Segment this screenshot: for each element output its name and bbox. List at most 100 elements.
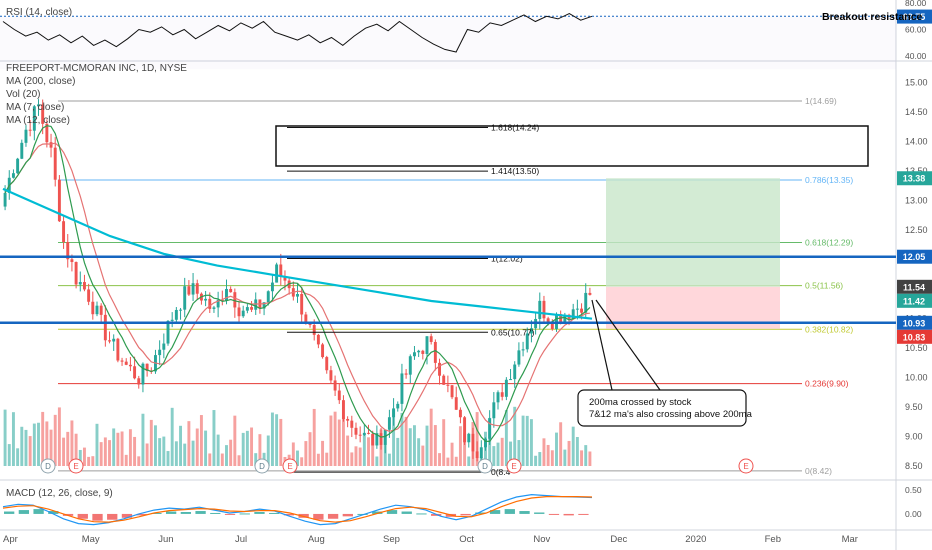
price-badge: 11.42 — [903, 296, 925, 306]
fib-level-label: 0(8.42) — [805, 466, 832, 476]
candle-body — [346, 418, 350, 421]
extension-level-label: 0(8.4 — [491, 467, 511, 477]
candle-body — [70, 259, 74, 263]
volume-bar — [53, 414, 57, 466]
candle-body — [404, 373, 408, 375]
volume-bar — [108, 440, 111, 466]
volume-bar — [433, 425, 437, 466]
volume-bar — [103, 437, 107, 466]
ma12-line — [4, 142, 590, 432]
callout-pointer-right — [595, 299, 661, 391]
ma7-line — [4, 125, 591, 443]
price-badge-bg — [897, 279, 932, 294]
macd-histogram-bar — [254, 512, 265, 514]
time-tick-label: 2020 — [685, 534, 706, 545]
candle-body — [471, 433, 475, 452]
candle-body — [408, 356, 412, 375]
volume-bar — [458, 426, 462, 466]
candle-body — [296, 293, 299, 297]
price-badge-bg — [897, 249, 932, 264]
long-position-tool[interactable] — [606, 178, 780, 329]
event-marker-label: D — [45, 462, 51, 471]
volume-bar — [166, 451, 170, 466]
fibonacci-extension[interactable]: 1.618(14.24) 1.414(13.50) 1(12.02) 0.65(10.… — [287, 122, 539, 477]
callout-box — [577, 389, 747, 427]
fib-level-label: 1(14.69) — [805, 96, 837, 106]
indicator-label-ma12[interactable]: MA (12, close) — [6, 115, 70, 126]
indicator-label-vol[interactable]: Vol (20) — [6, 89, 40, 100]
candle-body — [279, 264, 283, 277]
candle-body — [262, 302, 266, 309]
indicator-label-ma200[interactable]: MA (200, close) — [6, 76, 75, 87]
candle-body — [187, 286, 191, 295]
event-marker-label: E — [287, 462, 292, 471]
moving-average-lines — [2, 125, 593, 443]
volume-bar — [529, 419, 533, 466]
volume-bar — [463, 433, 467, 466]
candle-body — [300, 293, 304, 315]
volume-bar — [325, 452, 329, 466]
candle-body — [24, 129, 28, 143]
volume-bar — [446, 457, 450, 466]
fibonacci-retracement[interactable]: 1(14.69) 0.786(13.35) 0.618(12.29) 0.5(11.5… — [58, 96, 853, 476]
volume-bar — [212, 410, 216, 466]
volume-bar — [371, 434, 375, 466]
candle-body — [28, 129, 32, 131]
price-tick-label: 12.50 — [905, 225, 928, 235]
volume-bar — [245, 430, 249, 466]
extension-highlight-box[interactable] — [275, 125, 869, 167]
candle-body — [99, 305, 103, 315]
volume-bar — [567, 440, 571, 466]
candle-body — [492, 402, 496, 419]
price-tick-label: 10.00 — [905, 373, 928, 383]
candle-body — [454, 397, 458, 410]
candle-body — [233, 292, 237, 308]
candle-body — [584, 292, 588, 313]
macd-histogram-bar — [283, 513, 295, 516]
volume-bar — [270, 412, 274, 466]
candle-body — [183, 286, 187, 310]
candle-body — [496, 392, 500, 403]
candle-body — [57, 179, 61, 222]
candle-body — [108, 340, 111, 342]
rsi-label[interactable]: RSI (14, close) — [6, 7, 72, 18]
fib-level-label: 0.618(12.29) — [805, 238, 853, 248]
volume-bar — [16, 448, 20, 466]
macd-histogram-bar — [342, 513, 353, 517]
candle-body — [120, 360, 124, 362]
candle-body — [321, 344, 325, 358]
volume-bar — [179, 425, 182, 466]
price-tick-label: 9.50 — [905, 402, 923, 412]
candle-body — [158, 349, 162, 356]
callout[interactable]: 200ma crossed by stock 7&12 ma's also cr… — [577, 299, 753, 427]
candle-body — [504, 379, 508, 397]
candle-body — [475, 451, 479, 459]
indicator-label-ma7[interactable]: MA (7, close) — [6, 102, 64, 113]
candle-body — [529, 328, 533, 334]
macd-histogram-bar — [210, 512, 221, 514]
candle-body — [550, 321, 554, 329]
price-axis: 15.0014.5014.0013.5013.0012.5012.0011.50… — [905, 78, 928, 472]
volume-bar — [350, 452, 354, 466]
macd-label[interactable]: MACD (12, 26, close, 9) — [6, 488, 113, 499]
volume-bar — [421, 445, 425, 466]
candle-body — [521, 349, 525, 351]
price-tick-label: 9.00 — [905, 432, 923, 442]
resistance-lines[interactable] — [0, 255, 896, 325]
volume-bar — [204, 430, 208, 466]
volume-bar — [62, 437, 66, 466]
fib-level-label: 0.5(11.56) — [805, 281, 843, 291]
time-tick-label: Jul — [235, 534, 247, 545]
volume-bar — [258, 434, 262, 466]
callout-text-1: 200ma crossed by stock — [589, 397, 692, 408]
signal-line — [2, 496, 593, 523]
volume-bar — [396, 437, 400, 466]
macd-histogram-bar — [401, 511, 412, 514]
time-tick-label: Mar — [842, 534, 858, 545]
volume-bar — [496, 442, 500, 466]
event-marker-label: E — [743, 462, 748, 471]
candle-body — [513, 364, 517, 380]
symbol-label[interactable]: FREEPORT-MCMORAN INC, 1D, NYSE — [6, 63, 187, 74]
